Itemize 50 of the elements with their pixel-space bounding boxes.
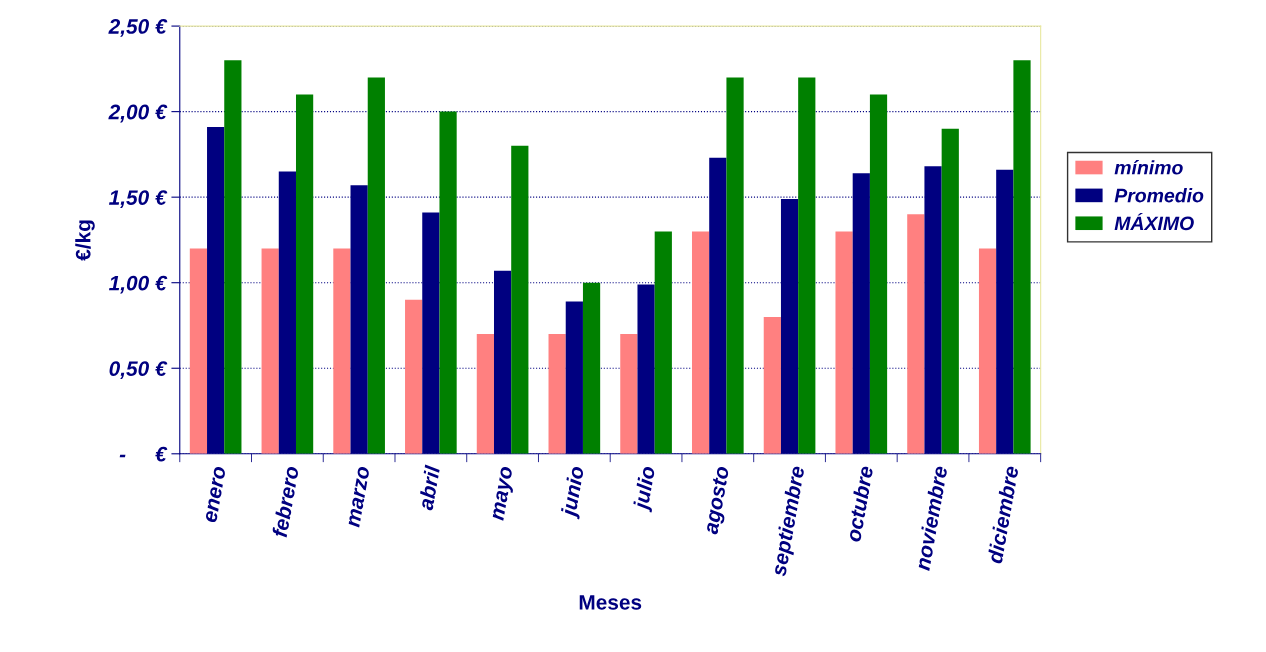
- bar: [692, 231, 710, 454]
- bar: [907, 214, 925, 454]
- bar: [726, 77, 744, 454]
- bar: [511, 145, 529, 454]
- bar: [1013, 60, 1031, 454]
- bar: [295, 94, 314, 454]
- bar: [476, 334, 494, 454]
- legend-label: Promedio: [1114, 188, 1204, 203]
- y-tick-label: - €: [119, 446, 168, 462]
- y-tick-label: 1,00 €: [109, 275, 168, 294]
- bar: [654, 231, 672, 454]
- bar: [493, 270, 512, 454]
- x-tick-label: agosto: [703, 465, 734, 536]
- y-tick-label: 0,50 €: [109, 361, 168, 380]
- bar: [565, 301, 583, 454]
- bar: [333, 248, 351, 454]
- x-tick-label: febrero: [271, 465, 300, 538]
- bar: [978, 248, 997, 454]
- bar: [941, 128, 959, 454]
- x-tick-label: septiembre: [770, 465, 809, 578]
- x-tick-label: julio: [632, 465, 660, 513]
- x-tick-label: junio: [560, 465, 589, 520]
- x-tick-label: abril: [417, 464, 441, 511]
- bar: [869, 94, 888, 454]
- bar: [367, 77, 385, 454]
- y-tick-label: 2,50 €: [108, 19, 168, 37]
- bar: [224, 60, 242, 454]
- bar: [405, 299, 423, 454]
- bar: [763, 316, 781, 454]
- bar: [582, 282, 601, 454]
- bar: [798, 77, 816, 454]
- bar: [620, 334, 638, 454]
- bar: [261, 248, 279, 454]
- x-tick-label: mayo: [492, 466, 517, 522]
- x-tick-label: octubre: [845, 465, 874, 543]
- legend-label: MÁXIMO: [1114, 212, 1194, 231]
- bar: [835, 231, 853, 454]
- x-tick-label: marzo: [348, 466, 370, 528]
- y-axis-title: €/kg: [75, 220, 95, 261]
- x-tick-label: diciembre: [986, 465, 1019, 564]
- y-tick-label: 1,50 €: [109, 190, 168, 208]
- x-tick-label: enero: [205, 466, 226, 523]
- bar: [709, 157, 727, 454]
- bar: [548, 334, 566, 454]
- bar: [189, 248, 208, 454]
- x-tick-label: noviembre: [914, 465, 948, 571]
- bar: [439, 111, 457, 454]
- legend-label: mínimo: [1114, 160, 1183, 175]
- x-axis-title: Meses: [579, 595, 642, 610]
- y-tick-label: 2,00 €: [108, 104, 168, 123]
